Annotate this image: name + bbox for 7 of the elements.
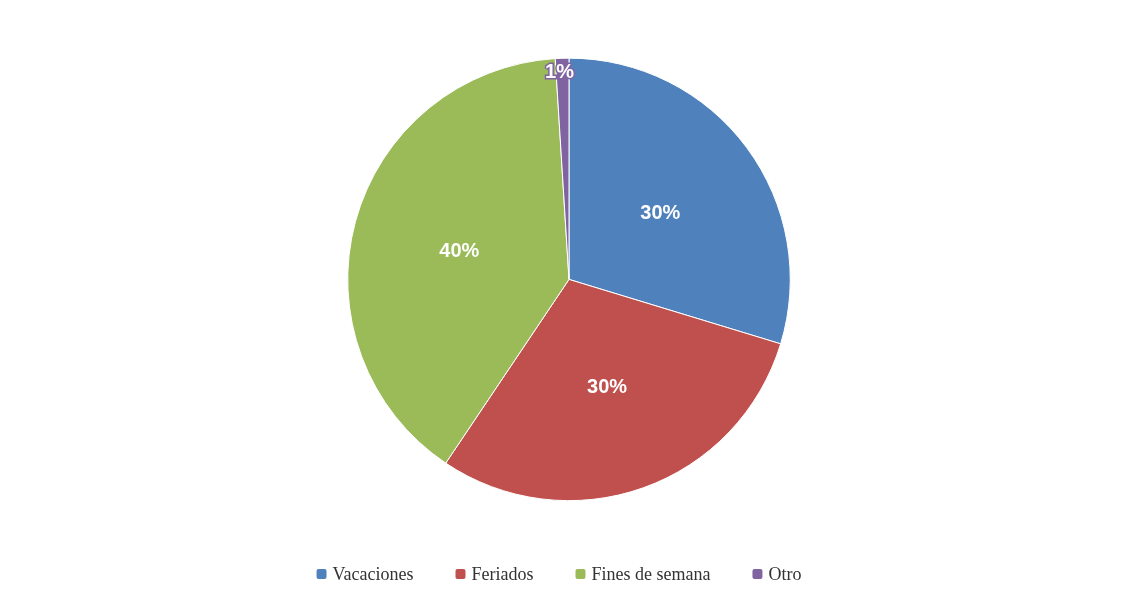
legend-label: Otro — [768, 564, 802, 584]
legend-label: Fines de semana — [591, 564, 711, 584]
data-label: 30% — [587, 375, 628, 398]
legend-label: Vacaciones — [332, 564, 414, 584]
data-label: 30% — [640, 200, 681, 223]
legend-label: Feriados — [471, 564, 534, 584]
data-label: 40% — [439, 238, 480, 261]
